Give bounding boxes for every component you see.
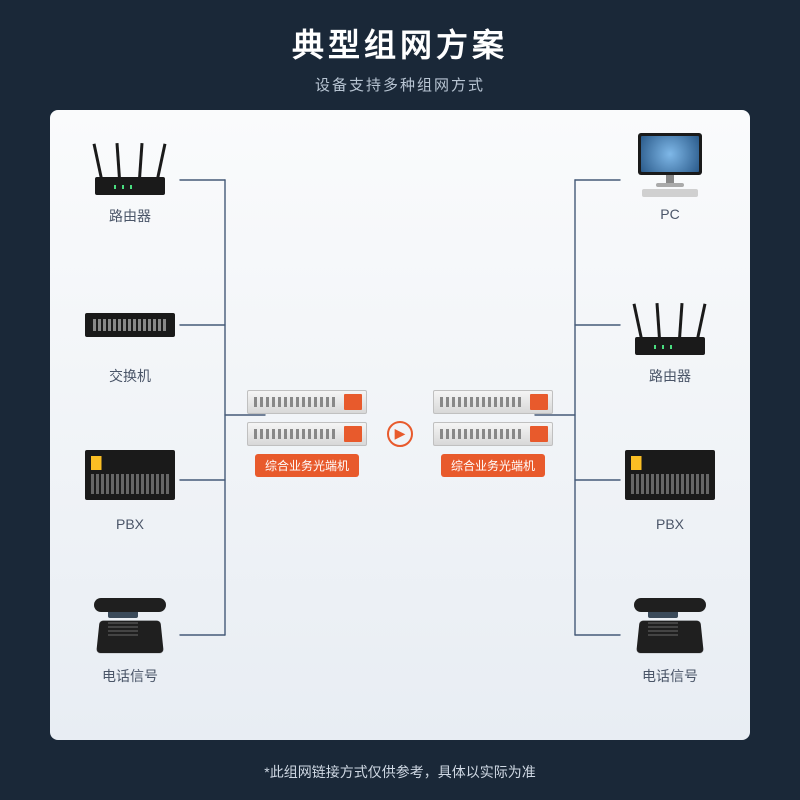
header: 典型组网方案 设备支持多种组网方式 bbox=[0, 0, 800, 95]
optical-terminal-icon bbox=[247, 422, 367, 446]
device-pc-right: PC bbox=[615, 130, 725, 222]
phone-icon bbox=[625, 590, 715, 660]
phone-icon bbox=[85, 590, 175, 660]
page-subtitle: 设备支持多种组网方式 bbox=[0, 74, 800, 95]
device-phone-left: 电话信号 bbox=[75, 590, 185, 686]
device-label: PBX bbox=[116, 516, 144, 532]
router-icon bbox=[85, 130, 175, 200]
central-label: 综合业务光端机 bbox=[441, 454, 545, 477]
device-switch-left: 交换机 bbox=[75, 290, 185, 386]
pc-icon bbox=[625, 130, 715, 200]
arrow-right-icon: ▶ bbox=[387, 421, 413, 447]
device-router-left: 路由器 bbox=[75, 130, 185, 226]
page-title: 典型组网方案 bbox=[0, 20, 800, 66]
center-row: 综合业务光端机 ▶ 综合业务光端机 bbox=[50, 390, 750, 477]
device-label: 电话信号 bbox=[642, 666, 698, 686]
central-device-right: 综合业务光端机 bbox=[433, 390, 553, 477]
device-label: PBX bbox=[656, 516, 684, 532]
footer-note: *此组网链接方式仅供参考，具体以实际为准 bbox=[0, 762, 800, 782]
switch-icon bbox=[85, 290, 175, 360]
central-device-left: 综合业务光端机 bbox=[247, 390, 367, 477]
central-label: 综合业务光端机 bbox=[255, 454, 359, 477]
device-label: 路由器 bbox=[109, 206, 151, 226]
device-label: 交换机 bbox=[109, 366, 151, 386]
router-icon bbox=[625, 290, 715, 360]
optical-terminal-icon bbox=[247, 390, 367, 414]
diagram-panel: 路由器 交换机 PBX 电话信号 bbox=[50, 110, 750, 740]
device-label: 路由器 bbox=[649, 366, 691, 386]
device-label: PC bbox=[660, 206, 679, 222]
device-router-right: 路由器 bbox=[615, 290, 725, 386]
optical-terminal-icon bbox=[433, 422, 553, 446]
device-phone-right: 电话信号 bbox=[615, 590, 725, 686]
device-label: 电话信号 bbox=[102, 666, 158, 686]
optical-terminal-icon bbox=[433, 390, 553, 414]
